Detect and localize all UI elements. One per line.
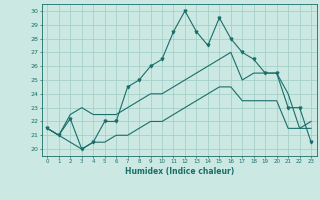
X-axis label: Humidex (Indice chaleur): Humidex (Indice chaleur) — [124, 167, 234, 176]
